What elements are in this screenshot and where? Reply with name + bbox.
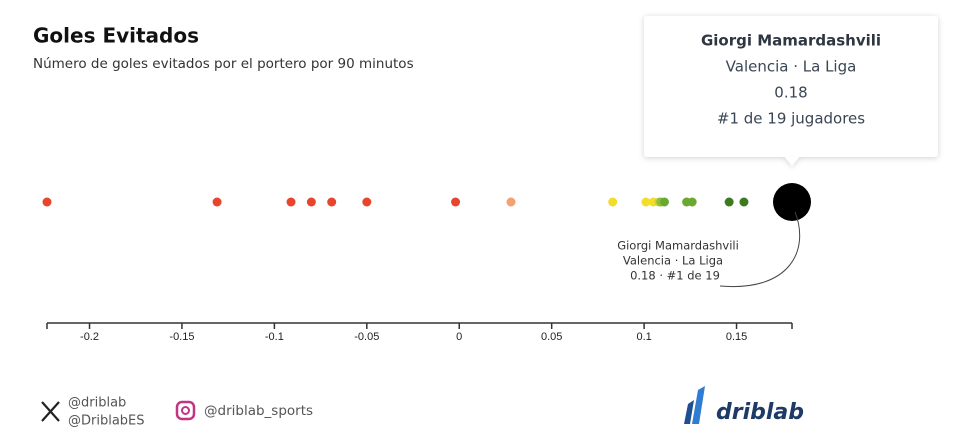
point [739,197,749,207]
point [724,197,734,207]
instagram-icon [175,400,196,421]
x-tick-label: 0.15 [726,331,747,343]
point [327,197,337,207]
chart-subtitle: Número de goles evitados por el portero … [33,56,414,72]
tooltip-rank: #1 de 19 jugadores [717,110,865,128]
point [659,197,669,207]
point [212,197,222,207]
x-tick-label: 0 [456,331,462,343]
point [641,197,651,207]
point [362,197,372,207]
instagram-icon-dot [181,406,190,415]
instagram-handle: @driblab_sports [204,403,313,419]
tooltip [644,16,938,166]
tooltip-team: Valencia · La Liga [726,58,857,76]
handle: @driblab [68,396,126,411]
plot: -0.2 -0.15 -0.1 -0.05 0 0.05 0.1 0.15 [42,183,811,343]
point [608,197,618,207]
point [42,197,52,207]
x-tick-label: 0.1 [636,331,651,343]
annotation-curve [719,211,801,288]
annotation-line: Valencia · La Liga [623,254,723,268]
logo-icon [684,386,705,424]
x-icon [41,401,60,422]
chart-title: Goles Evitados [33,24,199,48]
tooltip-value: 0.18 [774,84,807,102]
tooltip-name: Giorgi Mamardashvili [701,32,881,50]
x-tick-label: -0.1 [265,331,284,343]
annotation-line: Giorgi Mamardashvili [617,239,739,253]
logo-text: driblab [716,400,804,425]
point [306,197,316,207]
point [506,197,516,207]
handle: @DriblabES [68,414,145,429]
x-tick-label: 0.05 [541,331,562,343]
point [687,197,697,207]
x-tick-label: -0.05 [354,331,379,343]
x-tick-label: -0.15 [169,331,194,343]
annotation-line: 0.18 · #1 de 19 [630,269,720,283]
x-tick-label: -0.2 [80,331,99,343]
point [451,197,461,207]
point [286,197,296,207]
highlight-point [773,183,811,221]
